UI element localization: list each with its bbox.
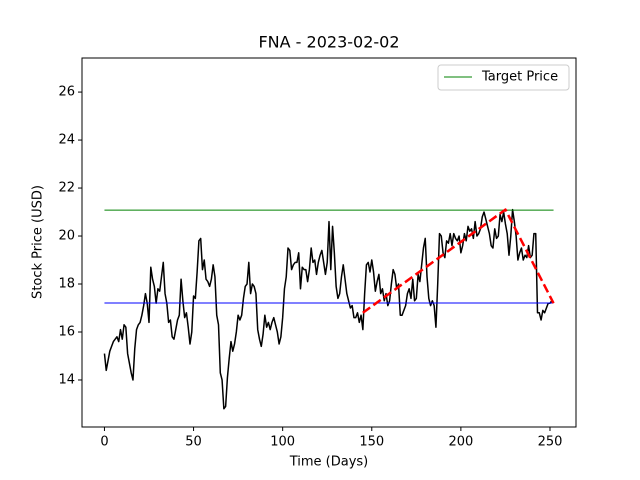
legend-box xyxy=(437,64,570,91)
series-line xyxy=(362,208,555,314)
plot-frame xyxy=(81,57,577,428)
y-axis-label: Stock Price (USD) xyxy=(31,185,46,299)
x-axis-label: Time (Days) xyxy=(289,455,369,470)
x-tick-label: 200 xyxy=(448,435,473,450)
y-tick-label: 24 xyxy=(58,133,75,148)
x-tick-label: 150 xyxy=(359,435,384,450)
x-tick-label: 50 xyxy=(185,435,202,450)
series-line xyxy=(103,208,553,410)
y-tick-label: 16 xyxy=(58,324,75,339)
y-tick-label: 20 xyxy=(58,229,75,244)
x-tick-label: 250 xyxy=(538,435,563,450)
legend-label: Target Price xyxy=(481,70,558,85)
x-tick-label: 100 xyxy=(270,435,295,450)
y-tick-label: 26 xyxy=(58,85,75,100)
chart-title: FNA - 2023-02-02 xyxy=(258,33,399,52)
y-tick-label: 22 xyxy=(58,181,75,196)
y-tick-label: 18 xyxy=(58,277,75,292)
y-tick-label: 14 xyxy=(58,372,75,387)
x-tick-label: 0 xyxy=(100,435,108,450)
